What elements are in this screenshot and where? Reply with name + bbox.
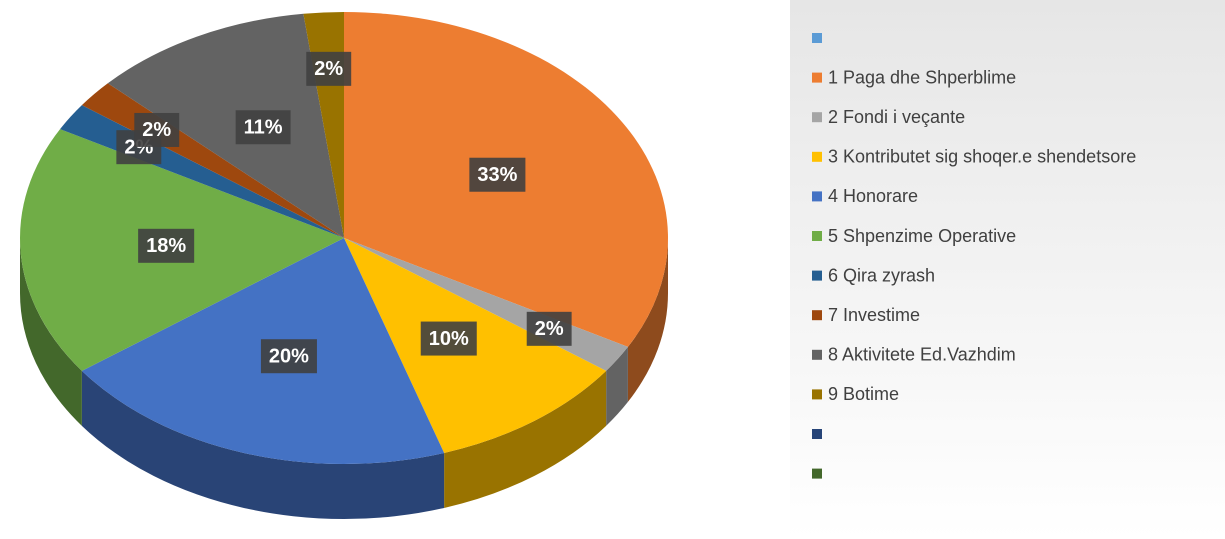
- legend-label: 8 Aktivitete Ed.Vazhdim: [828, 345, 1016, 365]
- data-label-box: [420, 321, 477, 356]
- data-label-text: 10%: [429, 328, 469, 350]
- legend-label: 3 Kontributet sig shoqer.e shendetsore: [828, 147, 1136, 167]
- legend-swatch: [812, 429, 822, 439]
- legend-swatch: [812, 191, 822, 202]
- data-label-text: 11%: [244, 117, 283, 139]
- legend-label: 1 Paga dhe Shperblime: [828, 67, 1016, 87]
- slice-side: [81, 370, 445, 519]
- legend-swatch: [812, 151, 822, 162]
- legend-swatch: [812, 33, 822, 43]
- legend-swatch: [812, 72, 822, 83]
- legend-swatch: [812, 468, 822, 479]
- data-label-box: [469, 157, 526, 192]
- legend-label: 9 Botime: [828, 384, 899, 404]
- data-label: 2%: [526, 311, 572, 346]
- data-label-box: [235, 110, 291, 145]
- slice-side: [627, 238, 668, 402]
- data-label-text: 18%: [146, 235, 186, 257]
- legend-swatch: [812, 112, 822, 123]
- data-label-text: 20%: [269, 345, 309, 367]
- slice-side: [606, 346, 628, 426]
- data-label-text: 2%: [314, 58, 343, 80]
- data-label-box: [134, 112, 180, 147]
- legend-swatch: [812, 310, 822, 321]
- legend-swatch: [812, 231, 822, 241]
- data-label-box: [260, 339, 317, 374]
- legend-swatch: [812, 389, 822, 400]
- data-label-text: 2%: [142, 119, 171, 141]
- legend-background: [790, 0, 1225, 539]
- legend-swatch: [812, 349, 822, 360]
- data-label-box: [526, 311, 572, 346]
- slice: [107, 13, 344, 239]
- data-label: 20%: [260, 339, 317, 374]
- legend-label: 7 Investime: [828, 305, 920, 325]
- data-label: 18%: [138, 228, 195, 263]
- data-label-box: [306, 51, 352, 86]
- data-label: 2%: [134, 112, 180, 147]
- legend-label: 6 Qira zyrash: [828, 265, 935, 285]
- data-label-text: 33%: [477, 164, 517, 186]
- data-label-box: [138, 228, 195, 263]
- slice-side: [20, 238, 82, 426]
- data-label: 11%: [235, 110, 291, 145]
- data-label-text: 2%: [535, 318, 564, 340]
- legend-label: 2 Fondi i veçante: [828, 107, 965, 127]
- data-label: 33%: [469, 157, 526, 192]
- legend-label: 5 Shpenzime Operative: [828, 226, 1016, 246]
- legend-swatch: [812, 270, 822, 281]
- legend-label: 4 Honorare: [828, 186, 918, 206]
- data-label: 2%: [306, 51, 352, 86]
- data-label: 10%: [420, 321, 477, 356]
- slice-side: [444, 370, 607, 508]
